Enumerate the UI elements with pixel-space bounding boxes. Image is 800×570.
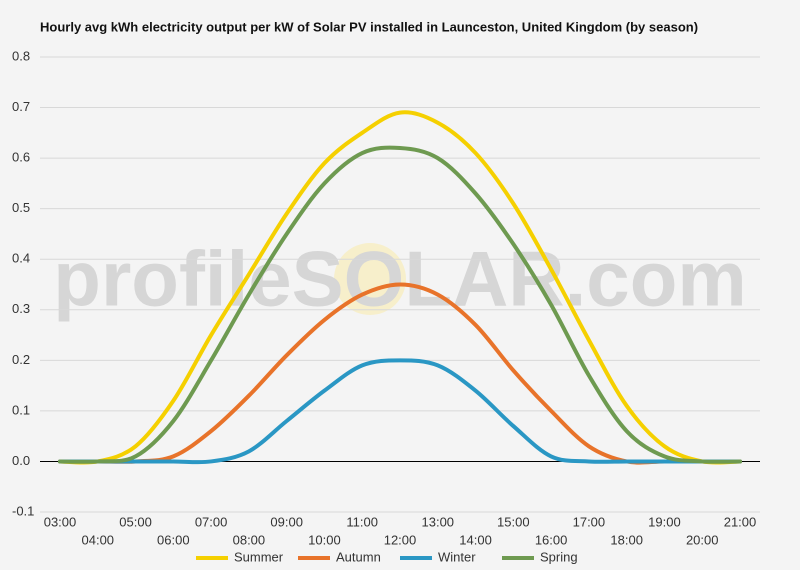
y-tick-label: 0.5 xyxy=(12,200,30,215)
x-tick-label: 13:00 xyxy=(422,514,455,529)
series-line xyxy=(58,358,742,465)
x-tick-label: 21:00 xyxy=(724,514,757,529)
x-tick-label: 12:00 xyxy=(384,532,417,547)
x-tick-label: 03:00 xyxy=(44,514,77,529)
watermark: profileSOLAR.com xyxy=(53,235,746,323)
x-tick-label: 07:00 xyxy=(195,514,228,529)
y-tick-label: 0.1 xyxy=(12,402,30,417)
x-tick-label: 18:00 xyxy=(610,532,643,547)
x-tick-label: 14:00 xyxy=(459,532,492,547)
x-tick-label: 04:00 xyxy=(82,532,115,547)
y-tick-label: 0.7 xyxy=(12,99,30,114)
x-tick-label: 09:00 xyxy=(270,514,303,529)
legend-label: Winter xyxy=(438,549,476,564)
y-tick-label: 0.8 xyxy=(12,48,30,63)
legend-label: Spring xyxy=(540,549,578,564)
y-tick-label: 0.6 xyxy=(12,150,30,165)
watermark-sun xyxy=(334,243,406,315)
x-tick-label: 06:00 xyxy=(157,532,190,547)
y-tick-label: 0.3 xyxy=(12,301,30,316)
series-line xyxy=(58,145,742,464)
x-tick-label: 11:00 xyxy=(346,514,378,529)
x-tick-label: 15:00 xyxy=(497,514,530,529)
y-tick-label: 0.0 xyxy=(12,453,30,468)
x-tick-label: 08:00 xyxy=(233,532,266,547)
x-tick-label: 16:00 xyxy=(535,532,568,547)
x-tick-label: 19:00 xyxy=(648,514,681,529)
x-tick-label: 17:00 xyxy=(573,514,606,529)
x-tick-label: 20:00 xyxy=(686,532,719,547)
x-tick-label: 05:00 xyxy=(119,514,152,529)
chart-title: Hourly avg kWh electricity output per kW… xyxy=(40,19,698,34)
legend-label: Autumn xyxy=(336,549,381,564)
y-tick-label: -0.1 xyxy=(12,503,34,518)
y-tick-label: 0.2 xyxy=(12,352,30,367)
series-line xyxy=(58,110,742,465)
y-tick-label: 0.4 xyxy=(12,251,30,266)
legend-label: Summer xyxy=(234,549,284,564)
x-tick-label: 10:00 xyxy=(308,532,341,547)
